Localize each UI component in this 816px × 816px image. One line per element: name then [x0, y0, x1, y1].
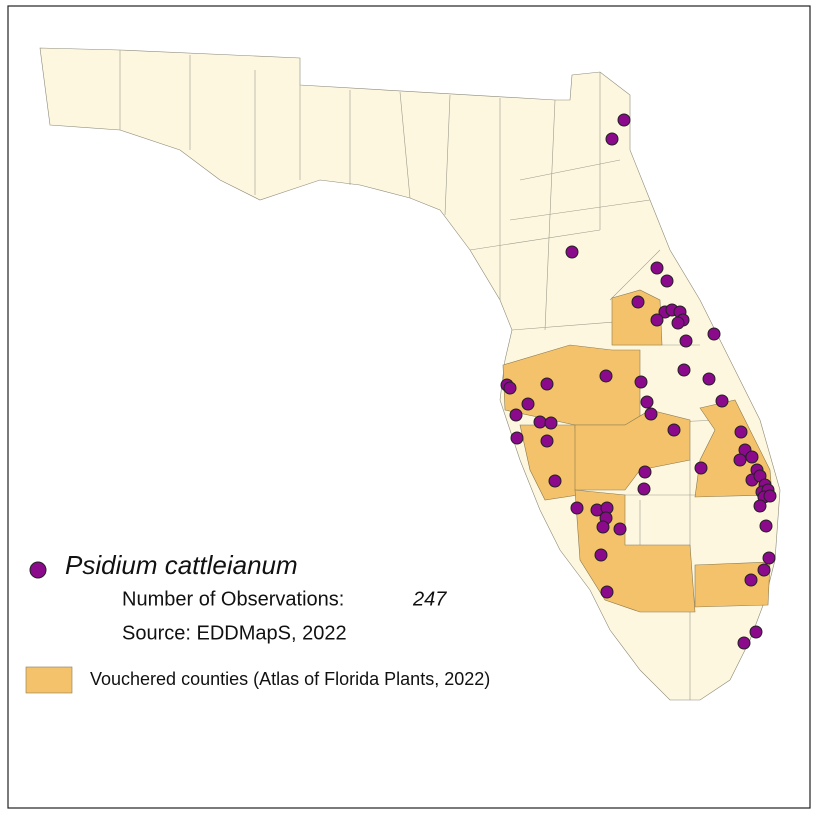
observation-point: [596, 520, 610, 534]
observation-point: [605, 132, 619, 146]
observations-count: 247: [412, 588, 447, 610]
observation-point: [753, 499, 767, 513]
observation-point: [640, 395, 654, 409]
observation-point: [744, 573, 758, 587]
observation-point: [733, 453, 747, 467]
legend-swatch: [25, 666, 73, 694]
observations: [500, 113, 777, 650]
observation-point: [570, 501, 584, 515]
observation-point: [702, 372, 716, 386]
observation-point: [600, 585, 614, 599]
observation-point: [667, 423, 681, 437]
observation-point: [763, 489, 777, 503]
source: Source: EDDMapS, 2022: [122, 622, 347, 644]
observation-point: [521, 397, 535, 411]
observation-point: [599, 369, 613, 383]
observation-point: [757, 563, 771, 577]
observation-point: [594, 548, 608, 562]
vouchered-label: Vouchered counties (Atlas of Florida Pla…: [90, 669, 490, 689]
observation-point: [715, 394, 729, 408]
observation-point: [749, 625, 763, 639]
observation-point: [637, 482, 651, 496]
legend-marker: [29, 561, 47, 579]
observation-point: [679, 334, 693, 348]
observation-point: [548, 474, 562, 488]
observation-point: [509, 408, 523, 422]
observation-point: [734, 425, 748, 439]
observations-label: Number of Observations:: [122, 588, 344, 610]
observation-point: [644, 407, 658, 421]
observation-point: [631, 295, 645, 309]
observation-point: [540, 434, 554, 448]
observation-point: [660, 274, 674, 288]
observation-point: [737, 636, 751, 650]
observation-point: [759, 519, 773, 533]
observation-point: [613, 522, 627, 536]
observation-point: [650, 261, 664, 275]
observation-point: [510, 431, 524, 445]
observation-point: [533, 415, 547, 429]
observation-point: [638, 465, 652, 479]
species-name: Psidium cattleianum: [65, 550, 298, 580]
observation-point: [617, 113, 631, 127]
observation-point: [671, 316, 685, 330]
observation-point: [694, 461, 708, 475]
observation-point: [762, 551, 776, 565]
observation-point: [540, 377, 554, 391]
observation-point: [503, 381, 517, 395]
observation-point: [544, 416, 558, 430]
observation-point: [745, 450, 759, 464]
observation-point: [565, 245, 579, 259]
observation-point: [707, 327, 721, 341]
observation-point: [634, 375, 648, 389]
observation-point: [677, 363, 691, 377]
observation-point: [650, 313, 664, 327]
